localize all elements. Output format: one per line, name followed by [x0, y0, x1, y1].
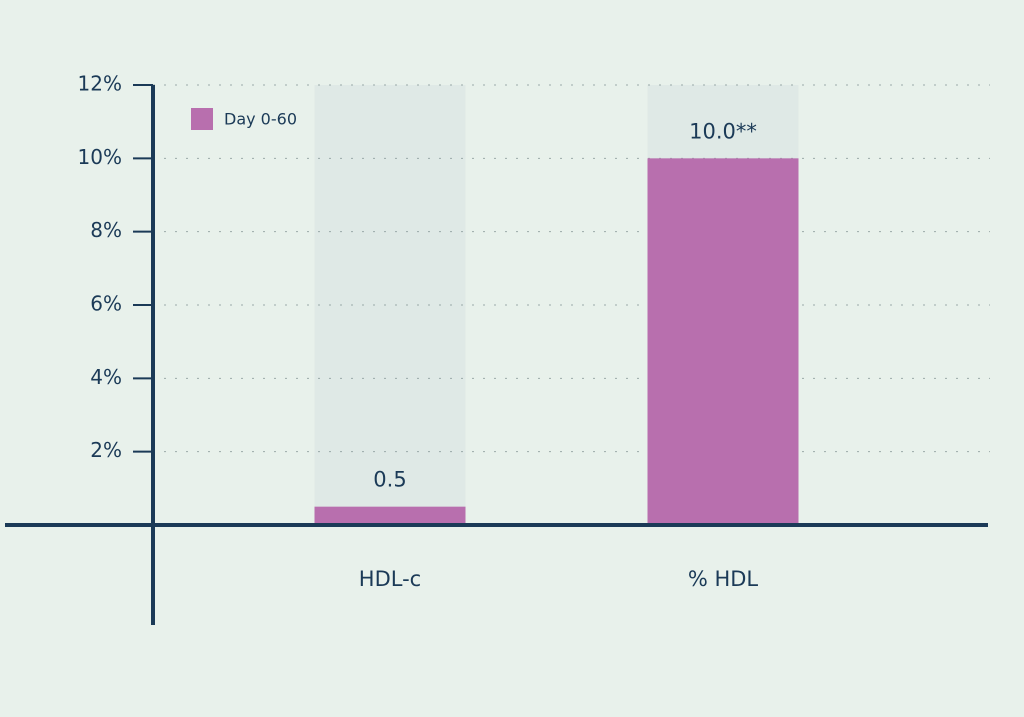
value-label: 0.5: [373, 468, 406, 492]
x-tick-label: HDL-c: [359, 567, 421, 591]
column-background: [314, 85, 466, 525]
legend-label: Day 0-60: [224, 110, 297, 129]
y-tick-label: 10%: [78, 145, 122, 169]
bar: [314, 506, 466, 525]
y-tick-label: 8%: [90, 218, 122, 242]
x-tick-label: % HDL: [688, 567, 759, 591]
legend-swatch: [191, 108, 213, 130]
y-tick-label: 4%: [90, 365, 122, 389]
value-label: 10.0**: [689, 119, 757, 143]
y-tick-label: 6%: [90, 292, 122, 316]
bar: [647, 158, 799, 526]
y-tick-label: 2%: [90, 438, 122, 462]
y-tick-label: 12%: [78, 72, 122, 96]
